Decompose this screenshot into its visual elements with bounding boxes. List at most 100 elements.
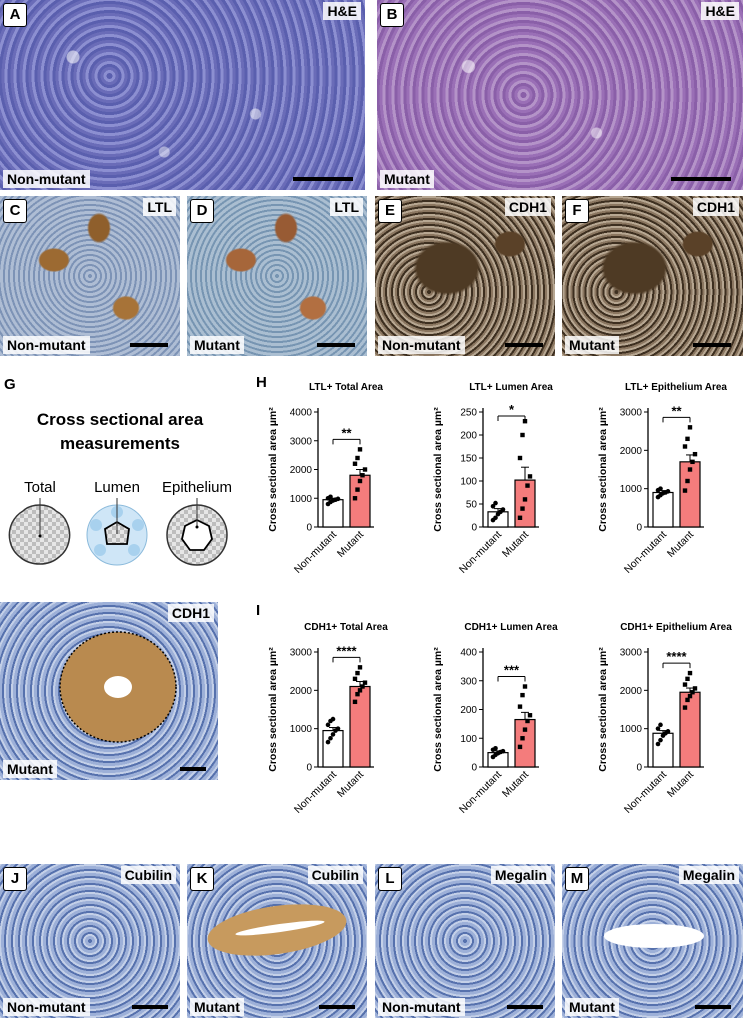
data-point <box>685 478 690 484</box>
stain-label-f: CDH1 <box>692 198 739 216</box>
data-point <box>687 425 693 430</box>
data-point <box>690 459 695 465</box>
y-tick-label: 200 <box>460 705 477 716</box>
data-point <box>682 705 688 710</box>
genotype-label-d: Mutant <box>190 336 244 354</box>
data-point <box>682 444 688 449</box>
diagram-title: Cross sectional area measurements <box>36 410 204 453</box>
data-point <box>522 497 528 502</box>
data-point <box>522 727 528 732</box>
data-point <box>665 489 671 494</box>
data-point <box>357 665 363 670</box>
data-point <box>500 507 506 512</box>
chart-title: LTL+ Total Area <box>309 382 383 393</box>
y-tick-label: 250 <box>460 408 477 419</box>
data-point <box>520 692 525 698</box>
y-axis-label: Cross sectional area µm² <box>432 647 444 772</box>
genotype-label-a: Non-mutant <box>3 170 90 188</box>
y-tick-label: 2000 <box>620 446 643 457</box>
genotype-label-b: Mutant <box>380 170 434 188</box>
data-point <box>352 496 358 501</box>
x-tick-label: Mutant <box>665 529 696 560</box>
y-tick-label: 4000 <box>290 408 313 419</box>
data-point <box>517 744 523 750</box>
x-tick-label: Mutant <box>500 529 531 560</box>
data-point <box>520 736 525 741</box>
chart-title: CDH1+ Epithelium Area <box>620 622 732 633</box>
chart-3: LTL+ Epithelium Area Cross sectional area… <box>597 382 727 576</box>
stain-label-j: Cubilin <box>120 866 176 884</box>
y-tick-label: 1000 <box>290 724 313 735</box>
scale-bar <box>507 1005 543 1009</box>
y-tick-label: 200 <box>460 431 477 442</box>
data-point <box>690 690 695 695</box>
panel-c-image: C LTL Non-mutant <box>0 196 180 356</box>
bar-mutant <box>349 685 371 768</box>
genotype-label-l: Non-mutant <box>378 998 465 1016</box>
panel-b-image: B H&E Mutant <box>377 0 743 190</box>
scale-bar <box>319 1005 355 1009</box>
y-tick-label: 2000 <box>290 686 313 697</box>
y-axis-label: Cross sectional area µm² <box>267 407 279 532</box>
y-tick-label: 0 <box>636 523 642 534</box>
y-tick-label: 3000 <box>290 436 313 447</box>
chart-title: LTL+ Lumen Area <box>469 382 553 393</box>
chart-1: LTL+ Total Area Cross sectional area µm² 0… <box>267 382 383 576</box>
data-point <box>335 496 341 502</box>
data-point <box>500 748 506 754</box>
scale-bar <box>132 1005 168 1009</box>
stain-label-b: H&E <box>701 2 739 20</box>
y-axis-label: Cross sectional area µm² <box>597 647 609 772</box>
genotype-label-c: Non-mutant <box>3 336 90 354</box>
data-point <box>328 494 333 500</box>
panel-l-image: L Megalin Non-mutant <box>375 864 555 1018</box>
stain-label-a: H&E <box>323 2 361 20</box>
data-point <box>682 682 688 687</box>
cross-section-diagram: Total Lumen Epithelium <box>8 479 232 566</box>
chart-title: CDH1+ Lumen Area <box>464 622 558 633</box>
x-tick-label: Non-mutant <box>292 769 339 816</box>
scale-bar <box>293 177 353 181</box>
y-tick-label: 100 <box>460 734 477 745</box>
data-point <box>658 737 663 743</box>
bar-nonmutant <box>652 732 674 768</box>
data-point <box>658 486 663 491</box>
genotype-label-k: Mutant <box>190 998 244 1016</box>
x-tick-label: Mutant <box>665 769 696 800</box>
scale-bar <box>695 1005 731 1009</box>
y-tick-label: 0 <box>471 763 477 774</box>
panel-letter-a: A <box>3 3 27 27</box>
data-point <box>522 684 528 689</box>
data-point <box>362 680 368 685</box>
data-point <box>522 419 528 424</box>
data-point <box>517 515 523 520</box>
scale-bar <box>180 767 206 771</box>
genotype-label-f: Mutant <box>565 336 619 354</box>
scale-bar <box>505 343 543 347</box>
genotype-label-j: Non-mutant <box>3 998 90 1016</box>
scale-bar <box>317 343 355 347</box>
data-point <box>325 739 331 745</box>
chart-6: CDH1+ Epithelium Area Cross sectional are… <box>597 622 732 816</box>
data-point <box>325 722 331 728</box>
x-tick-label: Mutant <box>335 529 366 560</box>
stain-label-d: LTL <box>330 198 363 216</box>
panel-letter-c: C <box>3 199 27 223</box>
x-tick-label: Non-mutant <box>457 769 504 816</box>
bar-mutant <box>514 718 536 768</box>
panel-letter-g: G <box>4 376 16 393</box>
stain-label-e: CDH1 <box>504 198 551 216</box>
panel-letter-d: D <box>190 199 214 223</box>
y-tick-label: 1000 <box>620 484 643 495</box>
data-point <box>527 713 533 718</box>
data-point <box>687 467 693 472</box>
panel-letter-l: L <box>378 867 402 891</box>
y-tick-label: 150 <box>460 454 477 465</box>
data-point <box>520 432 525 438</box>
data-point <box>525 718 530 724</box>
data-point <box>685 676 690 682</box>
data-point <box>687 670 693 676</box>
data-point <box>493 500 498 506</box>
y-tick-label: 3000 <box>290 648 313 659</box>
x-tick-label: Non-mutant <box>622 529 669 576</box>
